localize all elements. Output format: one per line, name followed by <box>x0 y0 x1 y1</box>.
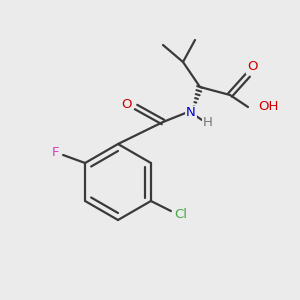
Text: O: O <box>122 98 132 110</box>
Text: F: F <box>51 146 59 160</box>
Text: N: N <box>186 106 196 119</box>
Text: O: O <box>247 61 257 74</box>
Text: Cl: Cl <box>174 208 188 221</box>
Text: H: H <box>203 116 213 130</box>
Text: OH: OH <box>258 100 278 112</box>
